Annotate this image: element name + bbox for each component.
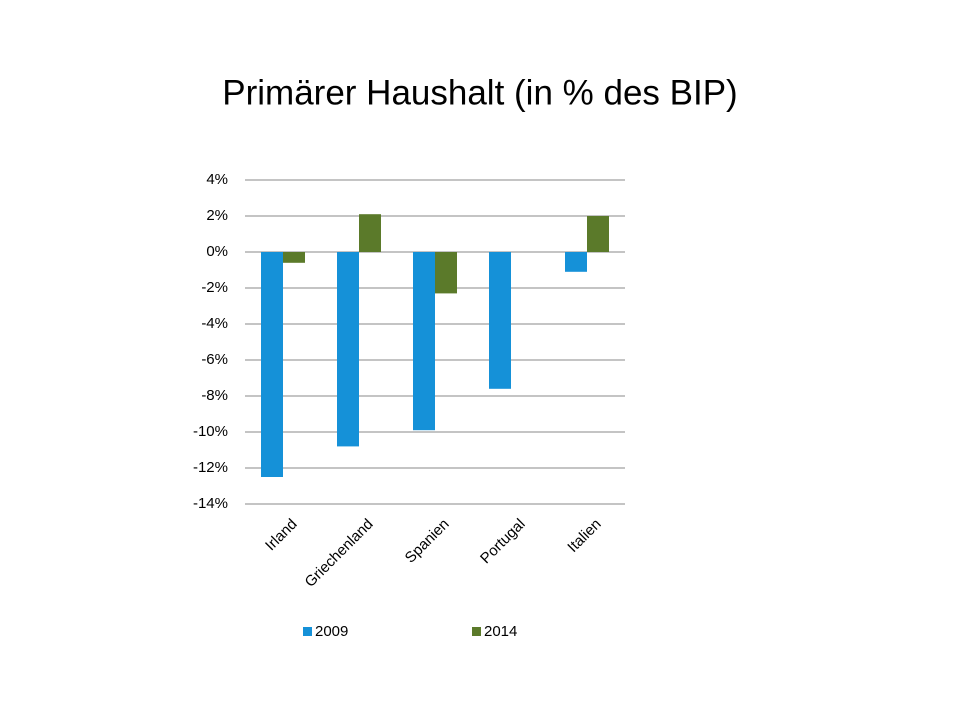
y-tick-label: 4%: [206, 171, 228, 188]
x-tick-label: Spanien: [402, 516, 453, 567]
legend-label: 2009: [315, 623, 348, 640]
x-tick-label: Griechenland: [302, 516, 377, 591]
bar: [587, 216, 609, 252]
y-tick-label: -4%: [201, 315, 228, 332]
bar: [435, 252, 457, 294]
bar: [489, 252, 511, 389]
y-tick-label: -12%: [193, 459, 228, 476]
chart-title: Primärer Haushalt (in % des BIP): [222, 73, 737, 112]
y-tick-label: -2%: [201, 279, 228, 296]
x-tick-label: Italien: [564, 516, 604, 556]
bar: [337, 252, 359, 447]
bar: [261, 252, 283, 477]
y-tick-label: -6%: [201, 351, 228, 368]
bar: [413, 252, 435, 431]
y-tick-label: -10%: [193, 423, 228, 440]
y-tick-label: 2%: [206, 207, 228, 224]
y-tick-label: 0%: [206, 243, 228, 260]
y-tick-label: -14%: [193, 495, 228, 512]
legend-swatch: [303, 627, 312, 636]
bar: [565, 252, 587, 272]
bar: [359, 214, 381, 252]
bar: [283, 252, 305, 263]
x-tick-label: Portugal: [477, 516, 529, 568]
legend-swatch: [472, 627, 481, 636]
legend-label: 2014: [484, 623, 517, 640]
y-tick-label: -8%: [201, 387, 228, 404]
x-tick-label: Irland: [262, 516, 301, 555]
